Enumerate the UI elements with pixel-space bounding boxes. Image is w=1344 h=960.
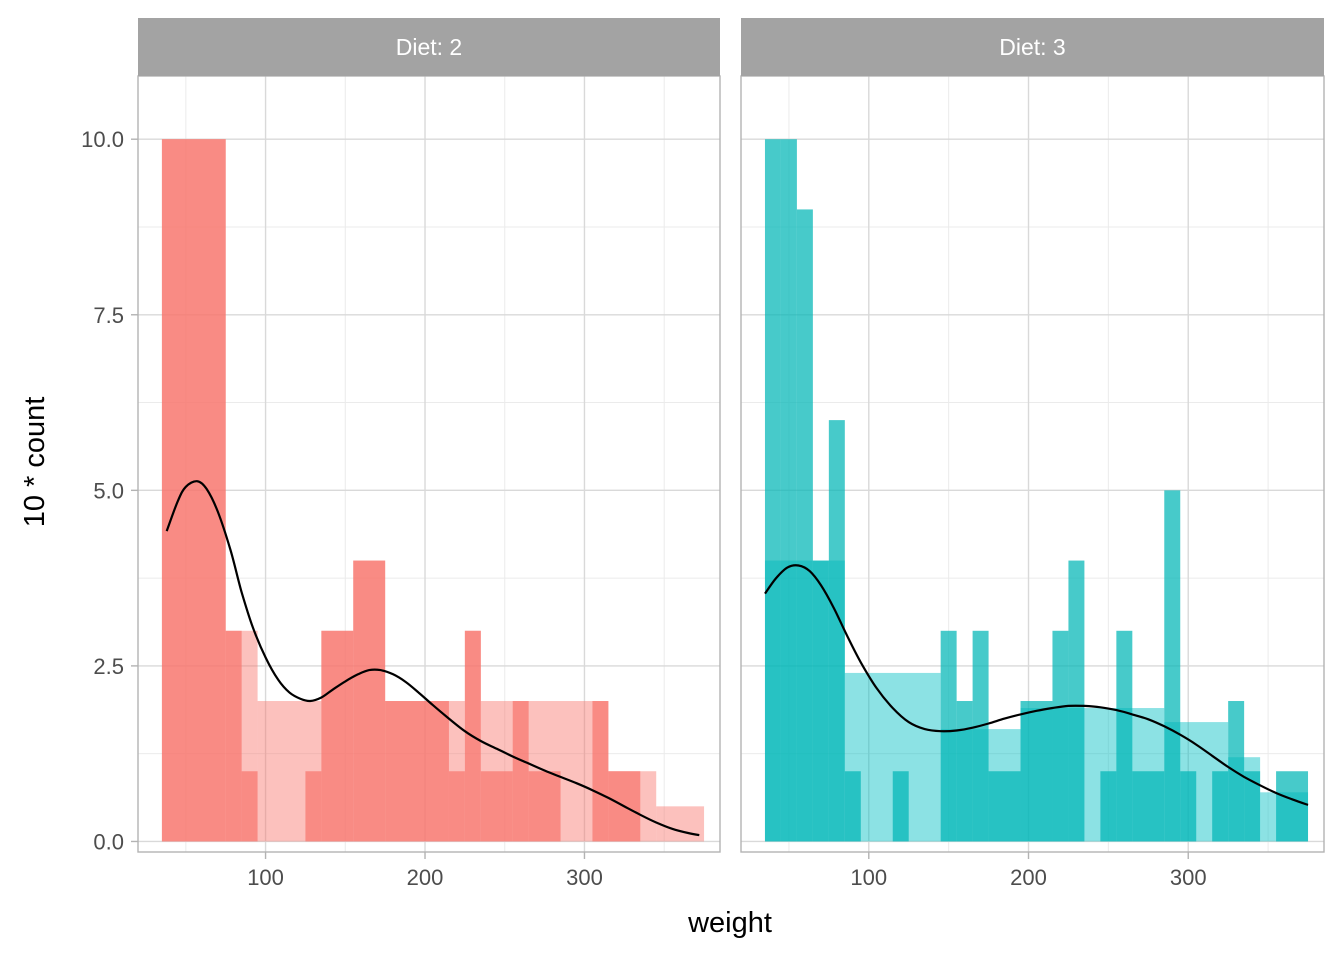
facet-strip-label: Diet: 2 bbox=[396, 34, 462, 60]
x-tick-label: 300 bbox=[1170, 865, 1207, 890]
density-curve bbox=[165, 480, 700, 837]
y-tick-label: 0.0 bbox=[93, 829, 124, 854]
histogram-bar bbox=[892, 771, 909, 842]
y-tick-label: 2.5 bbox=[93, 654, 124, 679]
histogram-bar bbox=[988, 771, 1021, 842]
y-tick-label: 5.0 bbox=[93, 478, 124, 503]
histogram-bar bbox=[972, 630, 989, 842]
histogram-bar bbox=[1180, 771, 1197, 842]
histogram-bar bbox=[321, 630, 354, 842]
y-tick-label: 7.5 bbox=[93, 303, 124, 328]
facet-strip bbox=[138, 18, 720, 76]
histogram-bar bbox=[956, 701, 973, 842]
histogram-bar bbox=[764, 139, 781, 842]
facet-strip bbox=[741, 18, 1324, 76]
histogram-bar bbox=[780, 139, 797, 842]
histogram-bar bbox=[225, 630, 242, 842]
histogram-bar bbox=[305, 771, 322, 842]
background-bar bbox=[656, 806, 705, 842]
facet-strip-label: Diet: 3 bbox=[999, 34, 1065, 60]
histogram-bar bbox=[353, 560, 386, 842]
histogram-bar bbox=[1116, 630, 1133, 842]
histogram-bar bbox=[1132, 771, 1165, 842]
histogram-bar bbox=[812, 560, 829, 842]
histogram-bar bbox=[1164, 490, 1181, 842]
histogram-bar bbox=[1244, 771, 1261, 842]
histogram-bar bbox=[528, 771, 561, 842]
y-axis-title: 10 * count bbox=[19, 397, 51, 528]
histogram-bar bbox=[385, 701, 449, 842]
facet-panel-1: Diet: 2 100 200 300 bbox=[137, 18, 721, 890]
histogram-bar bbox=[1068, 560, 1085, 842]
y-tick-label: 10.0 bbox=[81, 127, 124, 152]
histogram-bar bbox=[480, 771, 513, 842]
density-curve bbox=[764, 564, 1309, 806]
histogram-bar bbox=[1276, 771, 1309, 842]
histogram-bar bbox=[592, 701, 609, 842]
facet-panel-2: Diet: 3 100 200 300 bbox=[740, 18, 1325, 890]
histogram-bar bbox=[512, 701, 529, 842]
x-tick-label: 100 bbox=[247, 865, 284, 890]
x-axis-title: weight bbox=[687, 907, 772, 939]
histogram-bar bbox=[448, 771, 465, 842]
panels-layer: Diet: 2 100 200 300 Diet: 3 100 200 300 bbox=[137, 18, 1325, 890]
histogram-bar bbox=[1020, 701, 1053, 842]
histogram-bar bbox=[828, 420, 845, 842]
x-tick-label: 300 bbox=[566, 865, 603, 890]
x-tick-label: 200 bbox=[407, 865, 444, 890]
y-axis: 0.0 2.5 5.0 7.5 10.0 bbox=[81, 127, 138, 854]
histogram-bar bbox=[1100, 771, 1117, 842]
histogram-bar bbox=[1052, 630, 1069, 842]
x-tick-label: 100 bbox=[850, 865, 887, 890]
x-tick-label: 200 bbox=[1010, 865, 1047, 890]
histogram-bar bbox=[796, 209, 813, 842]
histogram-bar bbox=[241, 771, 258, 842]
histogram-bar bbox=[1212, 771, 1229, 842]
histogram-bar bbox=[844, 771, 861, 842]
histogram-bar bbox=[161, 139, 226, 842]
histogram-bar bbox=[940, 630, 957, 842]
